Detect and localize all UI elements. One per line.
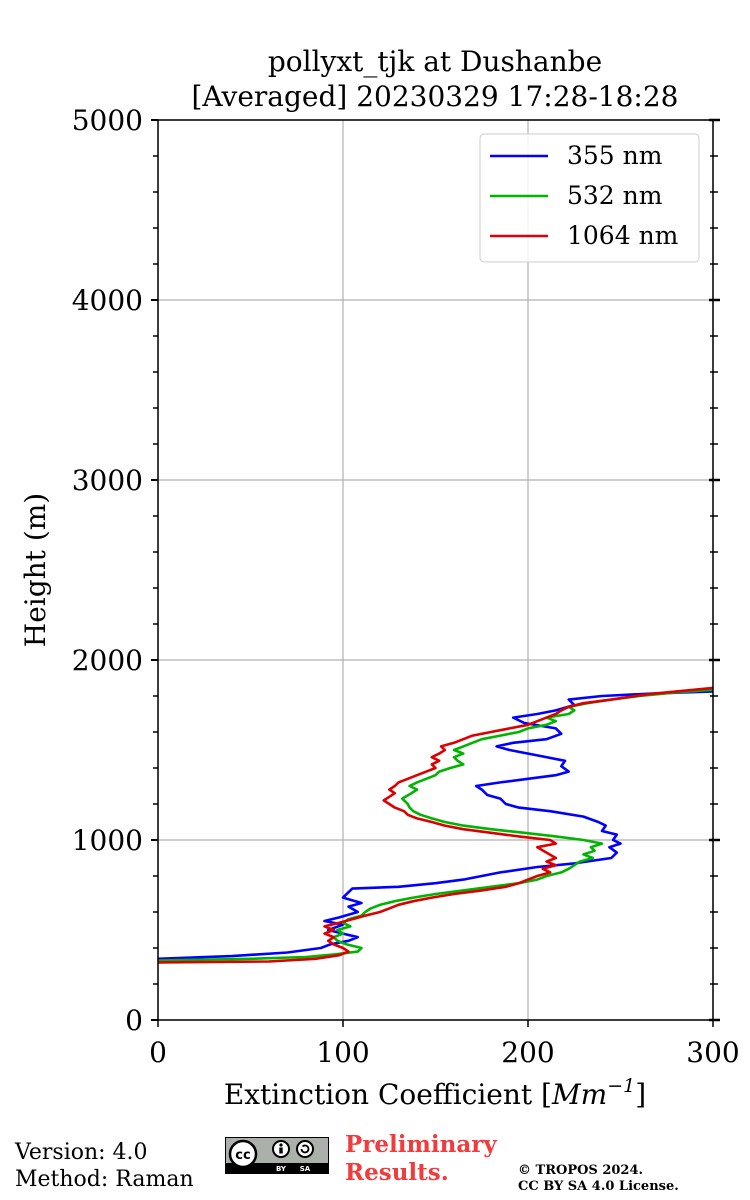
legend: 355 nm 532 nm 1064 nm [479, 133, 700, 263]
copyright-notice: © TROPOS 2024. CC BY SA 4.0 License. [518, 1163, 679, 1195]
sa-icon [296, 1140, 314, 1158]
series-line-355-nm [157, 690, 714, 961]
x-tick-label: 300 [686, 1036, 739, 1069]
version-text: Version: 4.0 [15, 1140, 148, 1165]
legend-label: 355 nm [567, 141, 663, 170]
legend-label: 532 nm [567, 181, 663, 210]
legend-box [479, 133, 700, 263]
method-text: Method: Raman [15, 1167, 194, 1192]
x-axis-label-main: Extinction Coefficient [ [224, 1078, 552, 1111]
cc-license-badge: cc BY SA [225, 1137, 329, 1174]
preliminary-results-label: Preliminary Results. [345, 1131, 497, 1187]
y-axis-label: Height (m) [19, 493, 52, 647]
series-line-1064-nm [157, 686, 714, 964]
x-axis-label-unit: Mm [551, 1078, 607, 1111]
y-tick-label: 5000 [72, 104, 143, 137]
chart-subtitle: [Averaged] 20230329 17:28-18:28 [192, 80, 679, 113]
cc-icon: cc [235, 1148, 250, 1163]
copyright-line-2: CC BY SA 4.0 License. [518, 1179, 679, 1194]
x-axis-label-close: ] [635, 1078, 646, 1111]
x-tick-label: 200 [501, 1036, 554, 1069]
sa-label: SA [300, 1165, 311, 1173]
series-lines [157, 686, 714, 964]
copyright-line-1: © TROPOS 2024. [518, 1163, 644, 1178]
x-axis-label: Extinction Coefficient [Mm−1] [224, 1075, 646, 1111]
preliminary-line-1: Preliminary [345, 1131, 497, 1158]
y-tick-label: 0 [125, 1004, 143, 1037]
chart-title: pollyxt_tjk at Dushanbe [268, 45, 602, 78]
plot-frame [157, 119, 714, 1021]
y-tick-label: 2000 [72, 644, 143, 677]
legend-label: 1064 nm [567, 221, 679, 250]
y-tick-label: 4000 [72, 284, 143, 317]
y-tick-label: 1000 [72, 824, 143, 857]
x-tick-label: 0 [149, 1036, 167, 1069]
by-label: BY [276, 1165, 287, 1173]
x-axis-label-exponent: −1 [607, 1075, 635, 1097]
y-tick-label: 3000 [72, 464, 143, 497]
x-tick-label: 100 [316, 1036, 369, 1069]
series-line-532-nm [157, 688, 714, 962]
preliminary-line-2: Results. [345, 1159, 449, 1186]
